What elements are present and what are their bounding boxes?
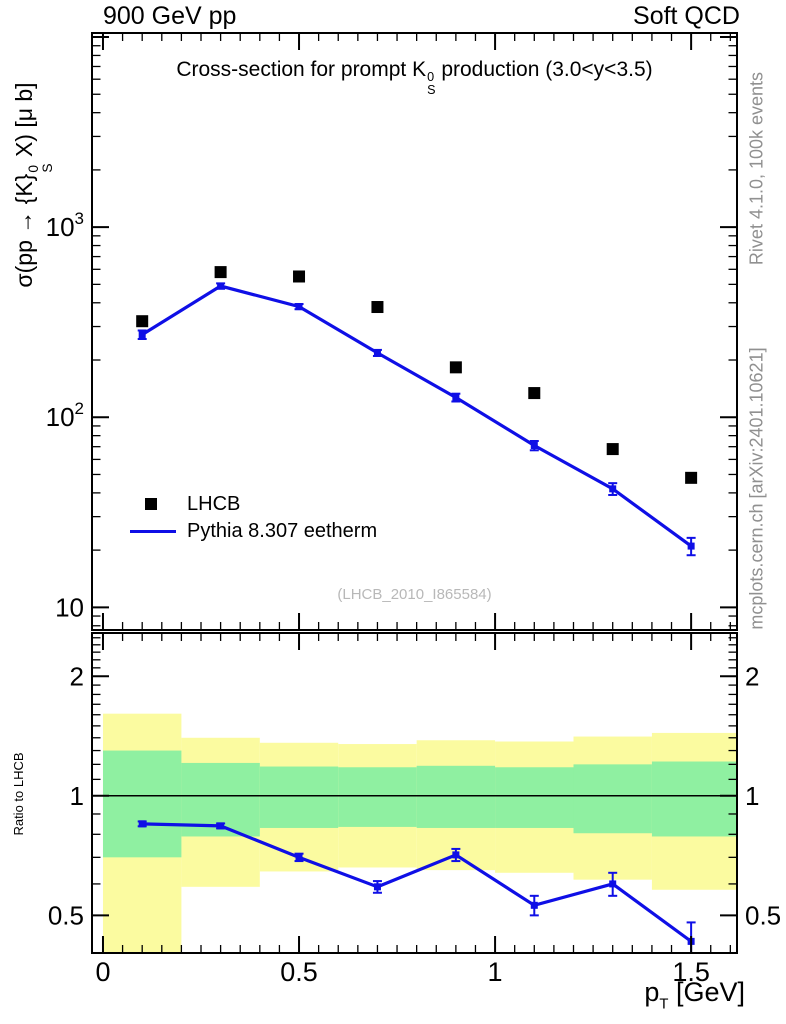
main-y-axis-title-post: X) [μ b] [11, 82, 37, 164]
black-square-marker-icon [145, 498, 157, 510]
ratio-ticks [92, 633, 737, 953]
legend-label-pythia: Pythia 8.307 eetherm [187, 519, 378, 542]
svg-text:1: 1 [70, 781, 84, 811]
blue-line-marker-icon [130, 529, 176, 533]
ratio-panel: 2 2 1 1 0.5 0.5 0 0.5 1 1.5 [48, 632, 781, 987]
model-curve-main [137, 282, 696, 557]
mcplots-arxiv-note: mcplots.cern.ch [arXiv:2401.10621] [746, 347, 767, 630]
main-frame [91, 32, 738, 631]
rivet-version-note: Rivet 4.1.0, 100k events [746, 71, 767, 266]
x-axis-title-sub: T [659, 996, 669, 1013]
process-group-label: Soft QCD [633, 2, 740, 30]
main-tick-labels: 103 102 10 [46, 209, 84, 622]
kaon-superscript: 0 [427, 70, 435, 85]
svg-text:1: 1 [745, 781, 759, 811]
ratio-frame [91, 632, 738, 954]
svg-text:2: 2 [745, 661, 759, 691]
legend-item-lhcb: LHCB [130, 493, 240, 515]
beam-energy-label: 900 GeV pp [103, 2, 237, 30]
legend-marker-area [130, 529, 187, 533]
kaon-superscript: 0 [25, 164, 41, 173]
data-points-main [136, 266, 698, 484]
x-axis-title-pre: p [644, 977, 660, 1007]
svg-text:10: 10 [55, 592, 84, 622]
svg-text:0.5: 0.5 [280, 957, 318, 987]
main-y-axis-title-pre: σ(pp → {K} [11, 173, 37, 288]
plot-title-post: production (3.0<y<3.5) [435, 58, 653, 81]
svg-text:103: 103 [46, 209, 84, 242]
svg-text:2: 2 [70, 661, 84, 691]
main-y-axis-title: σ(pp → {K} 0 S X) [μ b] [11, 25, 55, 345]
analysis-id-watermark: (LHCB_2010_I865584) [337, 586, 492, 603]
svg-text:1.5: 1.5 [672, 957, 710, 987]
svg-text:1: 1 [488, 957, 503, 987]
svg-text:0.5: 0.5 [745, 900, 781, 930]
x-axis-title: pT [GeV] [644, 977, 745, 1012]
plot-title-pre: Cross-section for prompt K [176, 58, 427, 81]
svg-text:102: 102 [46, 399, 84, 432]
kaon-subscript: S [427, 83, 436, 98]
legend-marker-area [130, 498, 187, 510]
ratio-y-axis-title: Ratio to LHCB [11, 752, 26, 836]
legend-item-pythia: Pythia 8.307 eetherm [130, 520, 377, 542]
x-axis-title-post: [GeV] [668, 977, 745, 1007]
ratio-tick-labels: 2 2 1 1 0.5 0.5 0 0.5 1 1.5 [48, 661, 781, 987]
kaon-subscript: S [39, 163, 55, 173]
svg-text:0: 0 [95, 957, 110, 987]
legend-label-lhcb: LHCB [187, 492, 241, 515]
svg-text:0.5: 0.5 [48, 900, 84, 930]
main-panel: 103 102 10 [46, 32, 738, 631]
uncertainty-band-green [102, 750, 737, 858]
main-ticks [92, 33, 737, 630]
